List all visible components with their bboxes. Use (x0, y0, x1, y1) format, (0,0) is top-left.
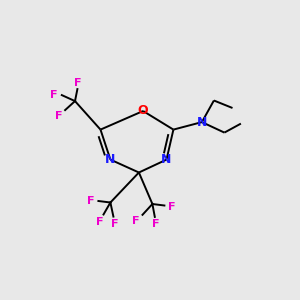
Text: F: F (74, 77, 81, 88)
Text: F: F (168, 202, 176, 212)
Text: F: F (55, 111, 62, 121)
Text: N: N (161, 153, 172, 166)
Text: F: F (87, 196, 95, 206)
Text: N: N (105, 153, 116, 166)
Text: F: F (50, 90, 57, 100)
Text: F: F (132, 216, 140, 226)
Text: F: F (152, 219, 159, 230)
Text: O: O (138, 104, 148, 118)
Text: N: N (197, 116, 207, 129)
Text: F: F (96, 217, 104, 227)
Text: F: F (111, 219, 119, 229)
